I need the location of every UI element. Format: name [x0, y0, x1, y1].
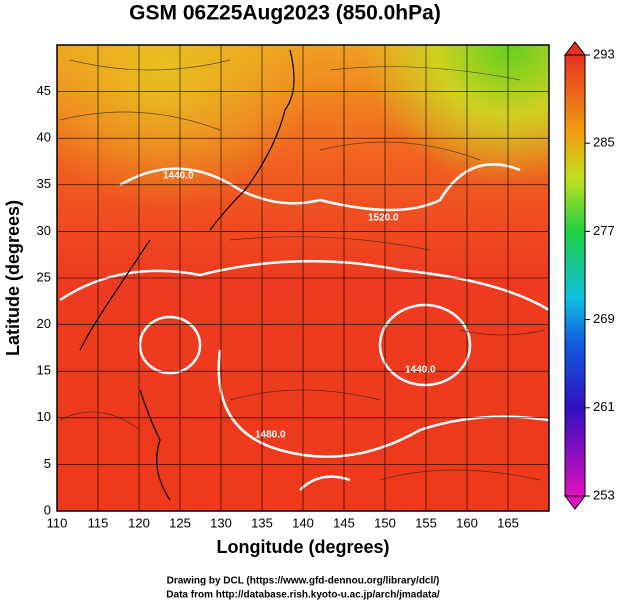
x-tick-label: 155 [415, 515, 437, 530]
y-axis-label: Latitude (degrees) [3, 200, 23, 356]
x-tick-label: 110 [47, 515, 68, 530]
x-tick-label: 150 [374, 515, 396, 530]
y-tick-label: 20 [37, 316, 51, 331]
colorbar-tick-label: 269 [593, 311, 615, 326]
x-tick-label: 165 [497, 515, 519, 530]
x-axis-label: Longitude (degrees) [216, 537, 389, 557]
y-tick-label: 35 [37, 176, 51, 191]
y-tick-label: 5 [44, 456, 51, 471]
contour-label: 1480.0 [255, 430, 286, 441]
y-tick-label: 15 [37, 363, 51, 378]
y-tick-label: 0 [44, 502, 51, 517]
contour-label: 1440.0 [405, 365, 436, 376]
colorbar-tick-label: 253 [593, 487, 615, 502]
contour-label: 1520.0 [368, 213, 399, 224]
x-tick-label: 130 [210, 515, 232, 530]
colorbar-tick-label: 261 [593, 399, 615, 414]
colorbar-tick-label: 293 [593, 46, 615, 61]
x-tick-label: 125 [169, 515, 191, 530]
x-tick-label: 140 [292, 515, 314, 530]
y-tick-label: 10 [37, 409, 51, 424]
contour-label: 1440.0 [163, 171, 194, 182]
credit: Drawing by DCL (https://www.gfd-dennou.o… [167, 576, 440, 587]
credit: Data from http://database.rish.kyoto-u.a… [166, 590, 440, 601]
x-tick-label: 145 [333, 515, 355, 530]
x-tick-label: 135 [251, 515, 273, 530]
x-tick-label: 115 [88, 515, 109, 530]
y-tick-label: 40 [37, 130, 51, 145]
y-tick-label: 30 [37, 223, 51, 238]
y-tick-label: 25 [37, 269, 51, 284]
y-tick-label: 45 [37, 83, 51, 98]
plot-frame [56, 44, 550, 512]
title: GSM 06Z25Aug2023 (850.0hPa) [129, 2, 441, 25]
x-tick-label: 120 [128, 515, 150, 530]
x-tick-label: 160 [456, 515, 478, 530]
colorbar-tick-label: 285 [593, 135, 615, 150]
colorbar-tick-label: 277 [593, 223, 615, 238]
contour-labels: 1440.0 1520.0 1440.0 1480.0 [163, 171, 436, 441]
colorbar [563, 41, 587, 510]
